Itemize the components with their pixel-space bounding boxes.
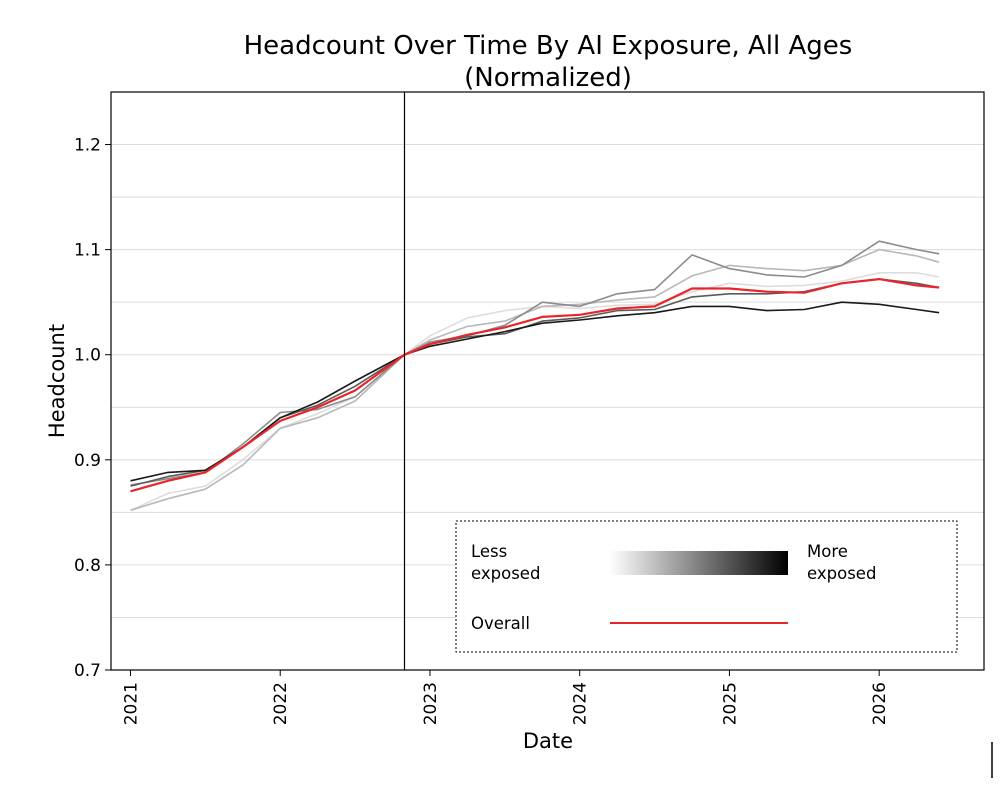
series-lines [130, 240, 940, 512]
overall-series-line [130, 278, 940, 493]
chart-title-line-2: (Normalized) [464, 63, 632, 93]
y-tick-label: 0.7 [74, 661, 101, 681]
y-tick-label: 0.9 [74, 451, 101, 471]
legend-overall-label: Overall [471, 614, 530, 633]
chart-title-line-1: Headcount Over Time By AI Exposure, All … [244, 31, 853, 61]
exposure-series-line-2 [130, 248, 940, 512]
x-tick-label: 2021 [121, 682, 141, 725]
x-tick-label: 2022 [271, 682, 291, 725]
x-tick-label: 2023 [421, 682, 441, 725]
y-tick-label: 1.2 [74, 136, 101, 156]
x-tick-label: 2026 [870, 682, 890, 725]
y-tick-label: 1.1 [74, 241, 101, 261]
exposure-series-line-3 [130, 240, 940, 486]
legend-less-line-2: exposed [471, 564, 540, 583]
x-axis-label: Date [523, 729, 573, 753]
x-tick-label: 2025 [720, 682, 740, 725]
grid-lines [111, 144, 984, 618]
legend-less-line-1: Less [471, 542, 507, 561]
y-tick-label: 1.0 [74, 346, 101, 366]
x-tick-label: 2024 [571, 682, 591, 725]
legend-more-line-1: More [807, 542, 848, 561]
legend-more-line-2: exposed [807, 564, 876, 583]
legend-box [455, 520, 958, 653]
y-tick-label: 0.8 [74, 556, 101, 576]
plot-frame [110, 91, 985, 671]
legend-exposure-gradient [610, 551, 788, 575]
y-axis-label: Headcount [45, 324, 69, 438]
legend: Less exposed More exposed Overall [455, 520, 958, 653]
axis-ticks: 0.7 0.8 0.9 1.0 1.1 1.2 2021 2022 2023 2024 2025 20… [74, 136, 890, 726]
exposure-series-line-1 [130, 271, 940, 512]
exposure-series-line-5 [130, 301, 940, 482]
